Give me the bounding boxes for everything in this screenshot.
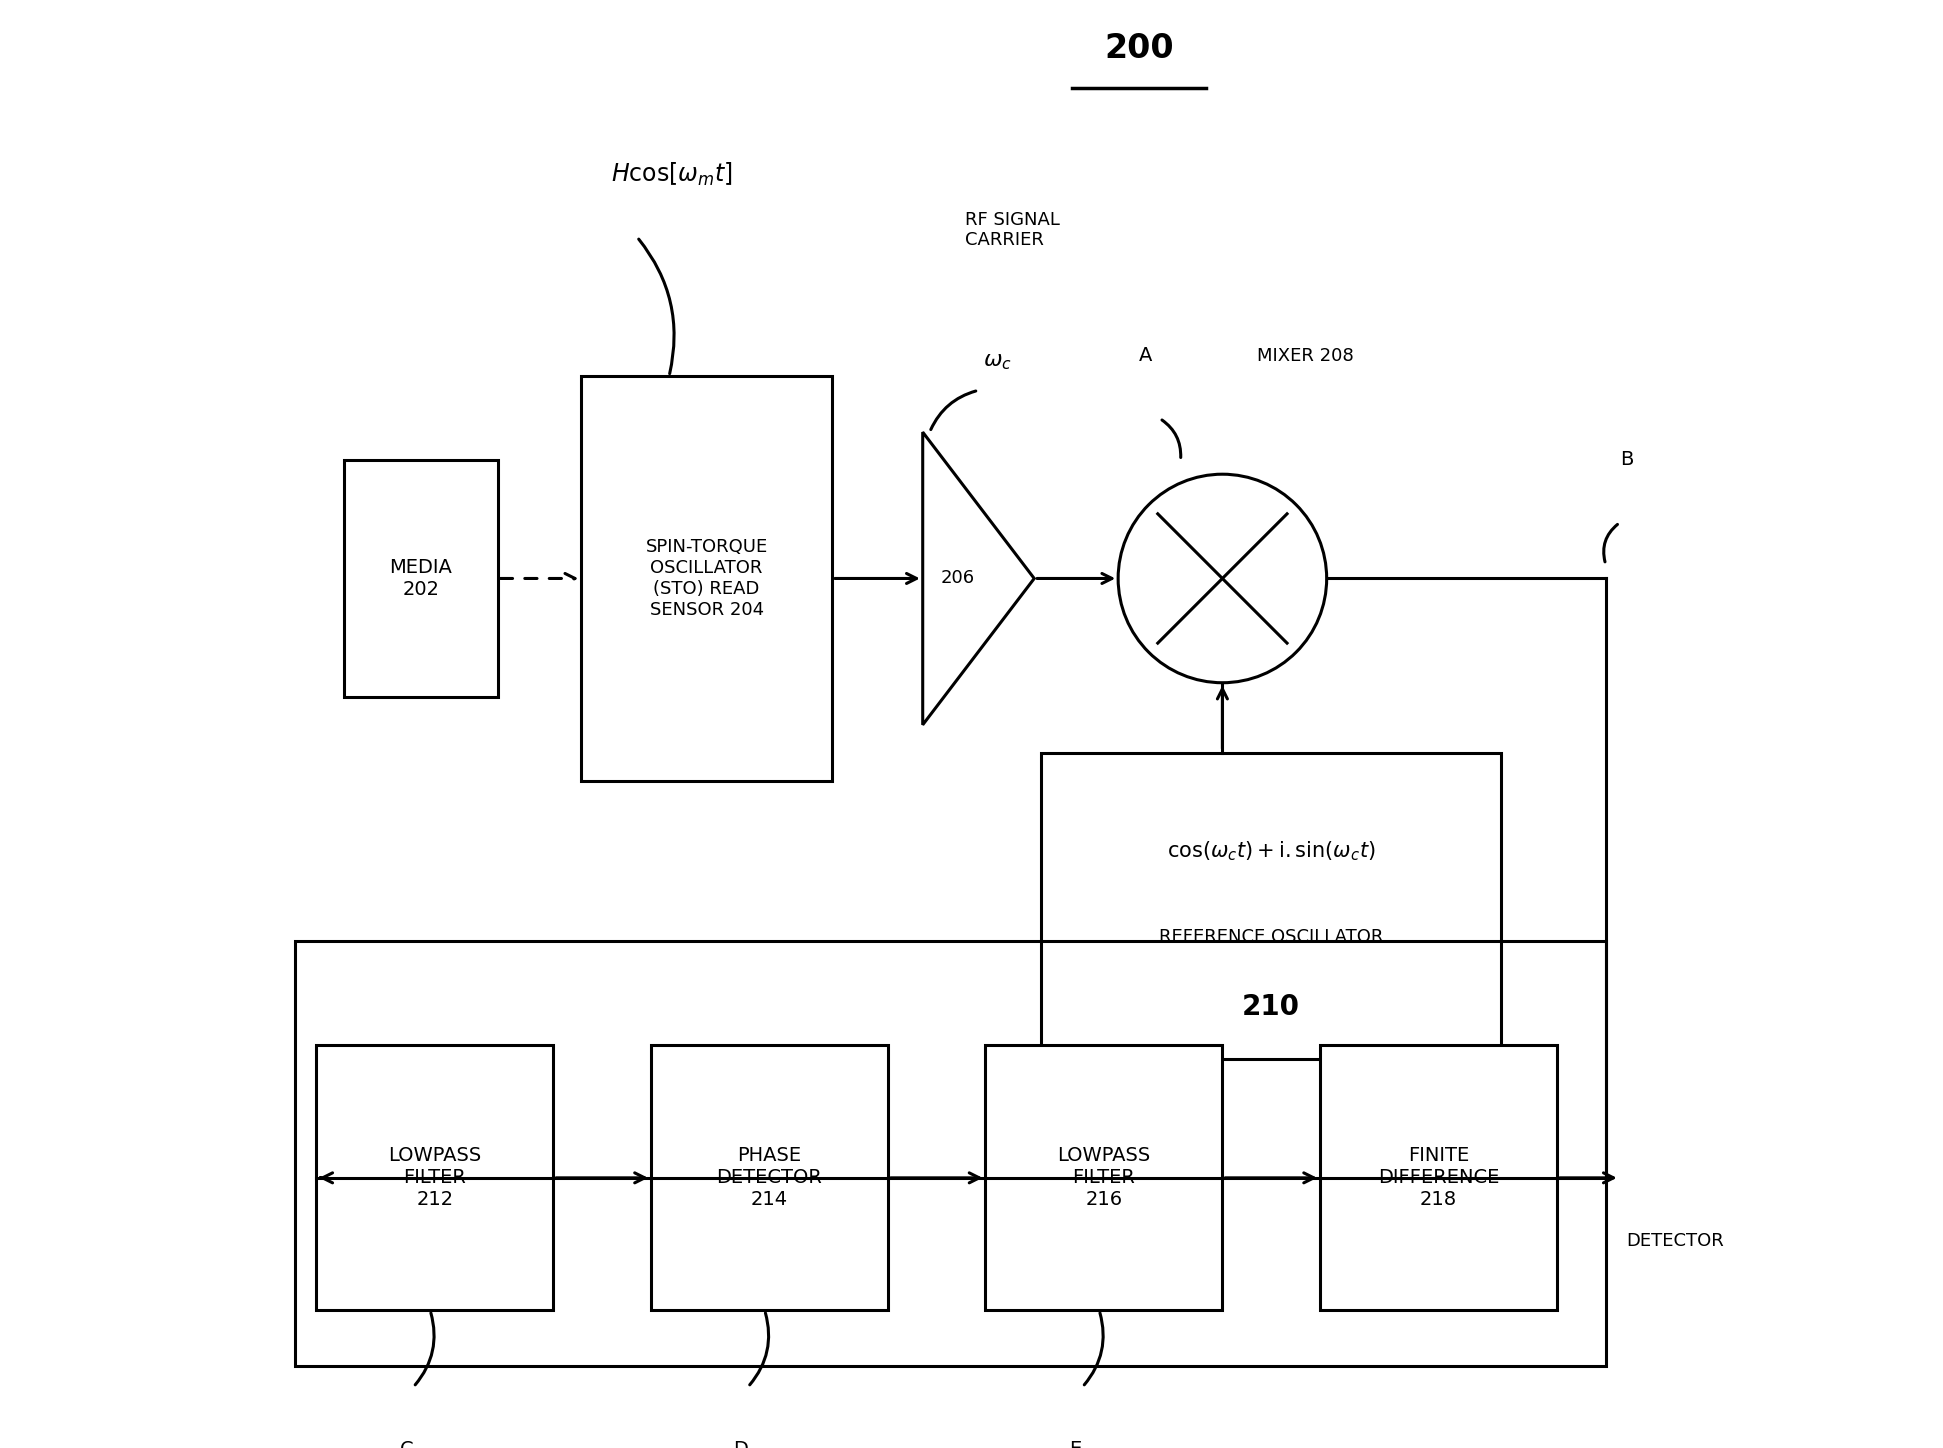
Text: $\cos(\omega_c t)+\mathrm{i}.\sin(\omega_c t)$: $\cos(\omega_c t)+\mathrm{i}.\sin(\omega… <box>1168 838 1376 863</box>
Text: C: C <box>400 1441 414 1448</box>
Text: SPIN-TORQUE
OSCILLATOR
(STO) READ
SENSOR 204: SPIN-TORQUE OSCILLATOR (STO) READ SENSOR… <box>645 539 767 618</box>
Text: PHASE
DETECTOR
214: PHASE DETECTOR 214 <box>717 1147 822 1209</box>
Text: LOWPASS
FILTER
212: LOWPASS FILTER 212 <box>389 1147 482 1209</box>
Bar <box>295 941 1605 1365</box>
Bar <box>651 1045 888 1310</box>
Text: D: D <box>734 1441 748 1448</box>
Text: RF SIGNAL
CARRIER: RF SIGNAL CARRIER <box>964 210 1059 249</box>
Text: REFERENCE OSCILLATOR: REFERENCE OSCILLATOR <box>1160 928 1383 946</box>
Bar <box>1319 1045 1556 1310</box>
Bar <box>581 376 832 780</box>
Text: 200: 200 <box>1104 32 1174 65</box>
Text: $H\cos[\omega_m t]$: $H\cos[\omega_m t]$ <box>610 161 733 188</box>
Text: 206: 206 <box>940 569 975 588</box>
Circle shape <box>1117 473 1327 683</box>
Text: A: A <box>1139 346 1152 365</box>
Text: FINITE
DIFFERENCE
218: FINITE DIFFERENCE 218 <box>1378 1147 1500 1209</box>
Text: E: E <box>1069 1441 1082 1448</box>
Text: 210: 210 <box>1242 993 1300 1021</box>
Bar <box>344 460 497 696</box>
Text: DETECTOR: DETECTOR <box>1626 1232 1723 1250</box>
Text: B: B <box>1620 450 1634 469</box>
Polygon shape <box>923 432 1034 725</box>
Bar <box>1041 753 1502 1060</box>
Text: MIXER 208: MIXER 208 <box>1257 346 1354 365</box>
Text: LOWPASS
FILTER
216: LOWPASS FILTER 216 <box>1057 1147 1150 1209</box>
Text: $\omega_c$: $\omega_c$ <box>983 352 1012 372</box>
Bar <box>985 1045 1222 1310</box>
Bar <box>317 1045 554 1310</box>
Text: MEDIA
202: MEDIA 202 <box>389 557 453 599</box>
